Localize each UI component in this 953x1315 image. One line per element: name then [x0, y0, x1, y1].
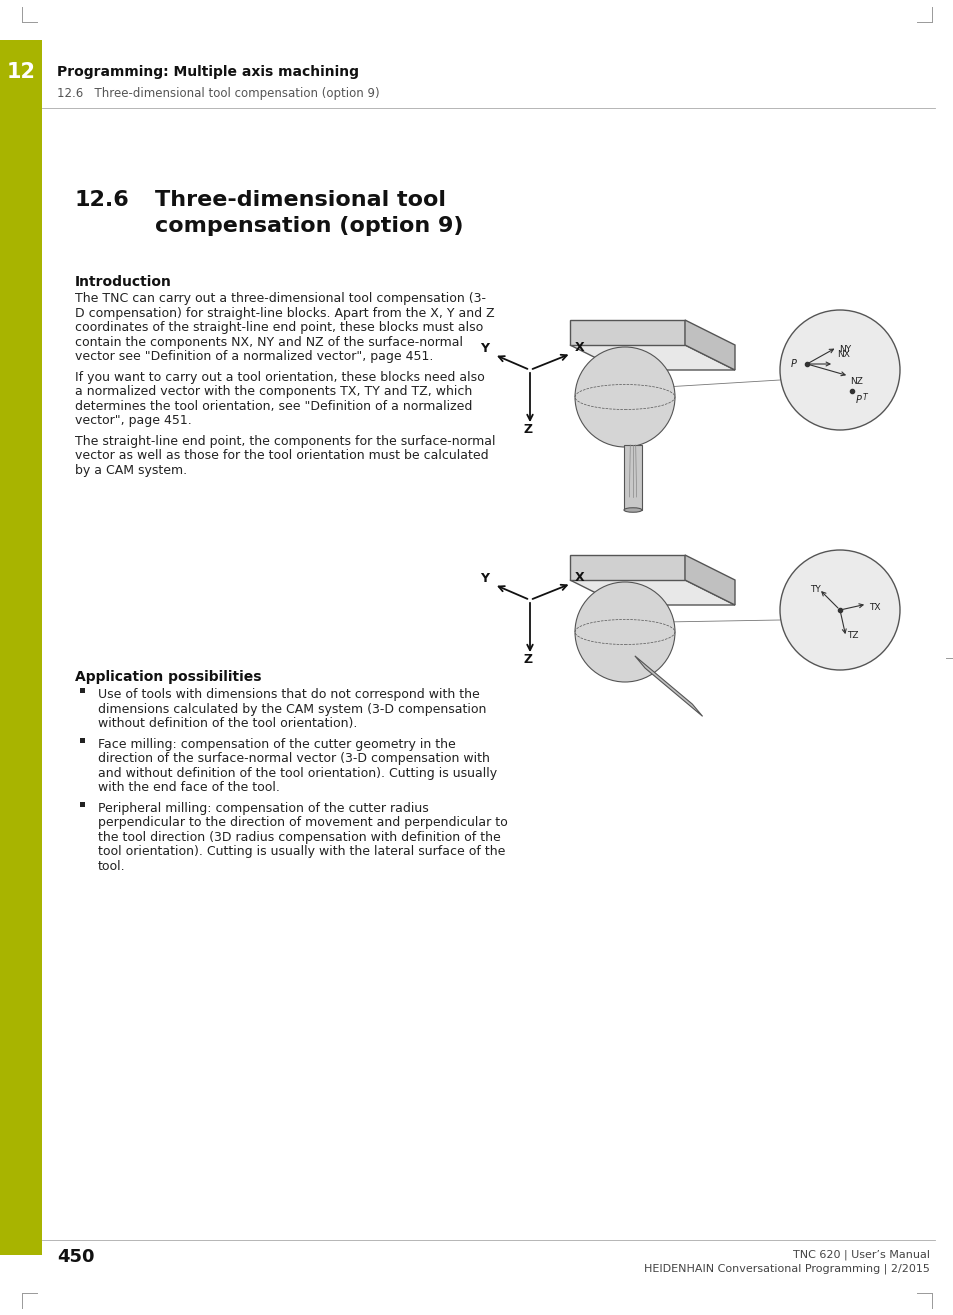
Text: TY: TY: [809, 585, 820, 594]
Polygon shape: [569, 320, 684, 345]
Text: Use of tools with dimensions that do not correspond with the: Use of tools with dimensions that do not…: [98, 688, 479, 701]
Text: 450: 450: [57, 1248, 94, 1266]
Text: 12.6   Three-dimensional tool compensation (option 9): 12.6 Three-dimensional tool compensation…: [57, 87, 379, 100]
Circle shape: [575, 347, 675, 447]
Bar: [0, 39, 42, 1255]
Text: without definition of the tool orientation).: without definition of the tool orientati…: [98, 717, 357, 730]
Text: contain the components NX, NY and NZ of the surface-normal: contain the components NX, NY and NZ of …: [75, 335, 462, 348]
Text: dimensions calculated by the CAM system (3-D compensation: dimensions calculated by the CAM system …: [98, 702, 486, 715]
Text: P: P: [790, 359, 796, 370]
Polygon shape: [634, 656, 701, 717]
Polygon shape: [569, 555, 684, 580]
Text: Face milling: compensation of the cutter geometry in the: Face milling: compensation of the cutter…: [98, 738, 456, 751]
Text: vector as well as those for the tool orientation must be calculated: vector as well as those for the tool ori…: [75, 448, 488, 462]
Text: Y: Y: [479, 342, 488, 355]
Text: the tool direction (3D radius compensation with definition of the: the tool direction (3D radius compensati…: [98, 831, 500, 843]
Text: Application possibilities: Application possibilities: [75, 671, 261, 684]
Text: HEIDENHAIN Conversational Programming | 2/2015: HEIDENHAIN Conversational Programming | …: [643, 1262, 929, 1273]
Text: Z: Z: [523, 654, 532, 665]
Text: The TNC can carry out a three-dimensional tool compensation (3-: The TNC can carry out a three-dimensiona…: [75, 292, 485, 305]
Text: perpendicular to the direction of movement and perpendicular to: perpendicular to the direction of moveme…: [98, 817, 507, 828]
Text: determines the tool orientation, see "Definition of a normalized: determines the tool orientation, see "De…: [75, 400, 472, 413]
Text: Y: Y: [479, 572, 488, 585]
Text: TZ: TZ: [846, 631, 858, 640]
Text: Peripheral milling: compensation of the cutter radius: Peripheral milling: compensation of the …: [98, 802, 428, 814]
Text: If you want to carry out a tool orientation, these blocks need also: If you want to carry out a tool orientat…: [75, 371, 484, 384]
Text: 12.6: 12.6: [75, 189, 130, 210]
Polygon shape: [569, 580, 734, 605]
Text: NX: NX: [836, 350, 849, 359]
Ellipse shape: [623, 508, 641, 513]
Text: coordinates of the straight-line end point, these blocks must also: coordinates of the straight-line end poi…: [75, 321, 483, 334]
Text: vector see "Definition of a normalized vector", page 451.: vector see "Definition of a normalized v…: [75, 350, 433, 363]
Circle shape: [575, 583, 675, 682]
Text: 12: 12: [7, 62, 35, 82]
Text: tool orientation). Cutting is usually with the lateral surface of the: tool orientation). Cutting is usually wi…: [98, 846, 505, 857]
Polygon shape: [684, 320, 734, 370]
Text: TNC 620 | User’s Manual: TNC 620 | User’s Manual: [792, 1251, 929, 1261]
Bar: [80, 802, 85, 806]
Text: Z: Z: [523, 423, 532, 437]
Text: P: P: [855, 394, 861, 405]
Text: compensation (option 9): compensation (option 9): [154, 216, 463, 235]
Polygon shape: [569, 345, 734, 370]
Text: Programming: Multiple axis machining: Programming: Multiple axis machining: [57, 64, 358, 79]
Text: Three-dimensional tool: Three-dimensional tool: [154, 189, 446, 210]
Text: T: T: [862, 393, 866, 402]
Text: The straight-line end point, the components for the surface-normal: The straight-line end point, the compone…: [75, 434, 495, 447]
Text: vector", page 451.: vector", page 451.: [75, 414, 192, 427]
Text: a normalized vector with the components TX, TY and TZ, which: a normalized vector with the components …: [75, 385, 472, 398]
Polygon shape: [623, 444, 641, 510]
Text: with the end face of the tool.: with the end face of the tool.: [98, 781, 279, 794]
Text: D compensation) for straight-line blocks. Apart from the X, Y and Z: D compensation) for straight-line blocks…: [75, 306, 494, 320]
Text: direction of the surface-normal vector (3-D compensation with: direction of the surface-normal vector (…: [98, 752, 489, 765]
Text: tool.: tool.: [98, 860, 126, 872]
Text: X: X: [575, 571, 584, 584]
Text: by a CAM system.: by a CAM system.: [75, 463, 187, 476]
Text: NY: NY: [838, 345, 850, 354]
Text: TX: TX: [868, 602, 880, 611]
Circle shape: [780, 310, 899, 430]
Text: NZ: NZ: [849, 377, 862, 387]
Polygon shape: [684, 555, 734, 605]
Bar: [80, 688, 85, 693]
Text: X: X: [575, 341, 584, 354]
Circle shape: [780, 550, 899, 671]
Text: Introduction: Introduction: [75, 275, 172, 289]
Text: and without definition of the tool orientation). Cutting is usually: and without definition of the tool orien…: [98, 767, 497, 780]
Bar: [80, 738, 85, 743]
